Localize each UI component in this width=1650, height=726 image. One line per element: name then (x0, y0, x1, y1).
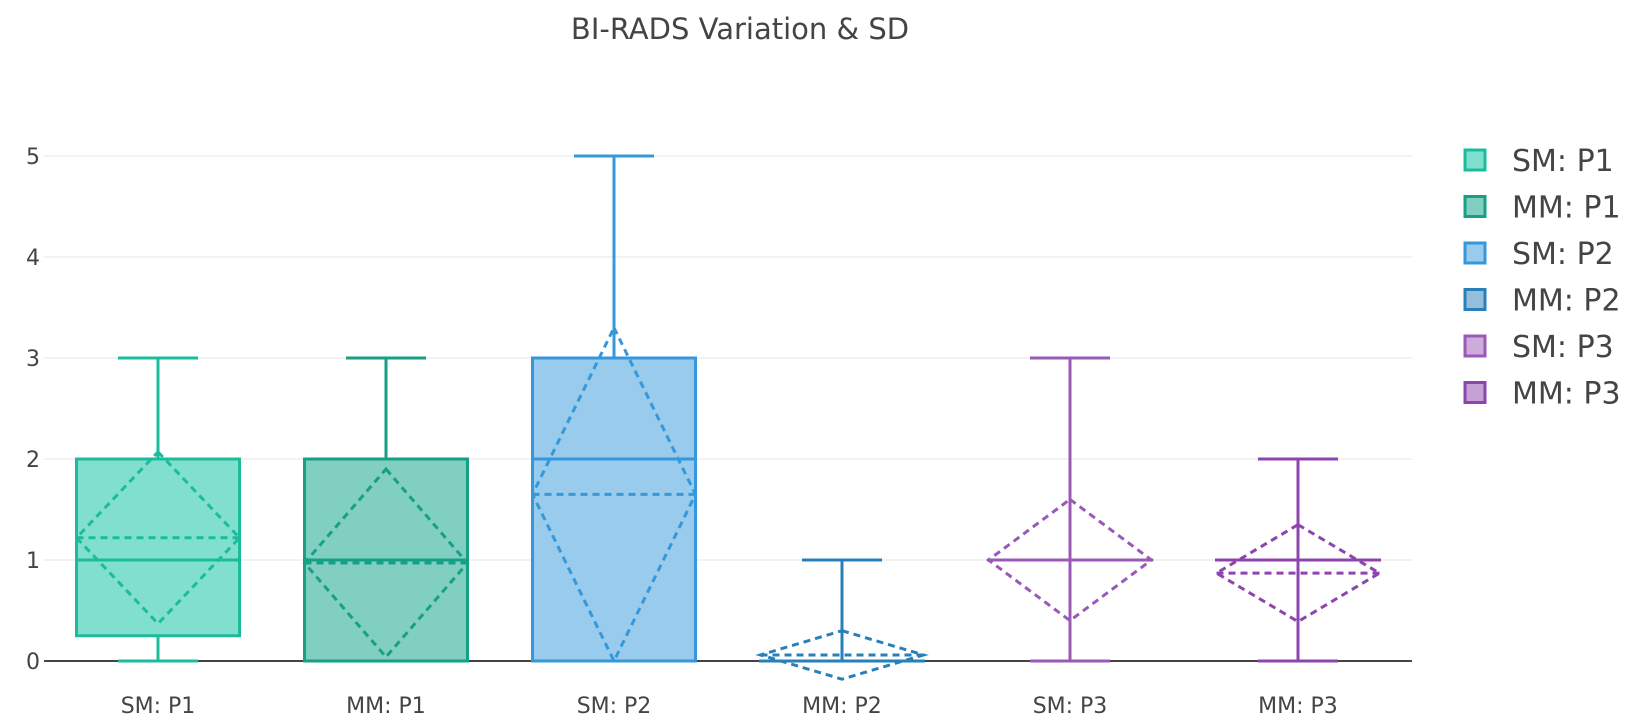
legend-label: MM: P2 (1512, 284, 1621, 319)
box-3 (530, 154, 698, 665)
legend[interactable]: SM: P1 MM: P1 SM: P2 MM: P2 SM: P3 MM: P3 (1463, 144, 1621, 412)
y-tick-label: 4 (26, 246, 40, 271)
legend-swatch (1463, 334, 1487, 358)
legend-item[interactable]: MM: P3 (1463, 377, 1621, 412)
sd-diamond (755, 629, 929, 681)
sd-diamond (302, 466, 470, 660)
sd-diamond (530, 324, 698, 665)
legend-swatch (1463, 148, 1487, 172)
legend-label: MM: P1 (1512, 191, 1621, 226)
legend-swatch (1463, 241, 1487, 265)
legend-item[interactable]: MM: P2 (1463, 284, 1621, 319)
legend-swatch (1463, 381, 1487, 404)
iqr-box (531, 356, 697, 663)
x-tick-label: SM: P3 (1033, 694, 1108, 719)
legend-item[interactable]: MM: P1 (1463, 191, 1621, 226)
box-6 (1213, 457, 1383, 663)
sd-diamond (985, 497, 1155, 623)
legend-label: MM: P3 (1512, 377, 1621, 412)
y-tick-label: 2 (26, 448, 40, 473)
grid (44, 155, 1412, 662)
y-tick-label: 0 (26, 650, 40, 675)
x-axis-ticks: SM: P1 MM: P1 SM: P2 MM: P2 SM: P3 MM: P3 (121, 694, 1338, 719)
legend-label: SM: P2 (1512, 237, 1614, 272)
legend-item[interactable]: SM: P2 (1463, 237, 1614, 272)
x-tick-label: MM: P2 (802, 694, 882, 719)
y-tick-label: 5 (26, 145, 40, 170)
iqr-box (75, 457, 241, 638)
legend-item[interactable]: SM: P1 (1463, 144, 1614, 179)
boxes (74, 154, 1383, 681)
sd-diamond (1213, 522, 1383, 624)
y-tick-label: 3 (26, 347, 40, 372)
box-5 (985, 356, 1155, 663)
box-2 (302, 356, 470, 663)
x-tick-label: MM: P3 (1258, 694, 1338, 719)
legend-label: SM: P3 (1512, 330, 1614, 365)
sd-diamond (74, 449, 242, 626)
box-4 (755, 558, 929, 681)
x-tick-label: SM: P2 (577, 694, 652, 719)
chart-title: BI-RADS Variation & SD (571, 12, 909, 46)
x-tick-label: MM: P1 (346, 694, 426, 719)
y-tick-label: 1 (26, 549, 40, 574)
legend-swatch (1463, 288, 1487, 311)
x-tick-label: SM: P1 (121, 694, 196, 719)
y-axis-ticks: 0 1 2 3 4 5 (26, 145, 40, 675)
legend-swatch (1463, 195, 1487, 218)
legend-item[interactable]: SM: P3 (1463, 330, 1614, 365)
box-1 (74, 356, 242, 663)
legend-label: SM: P1 (1512, 144, 1614, 179)
